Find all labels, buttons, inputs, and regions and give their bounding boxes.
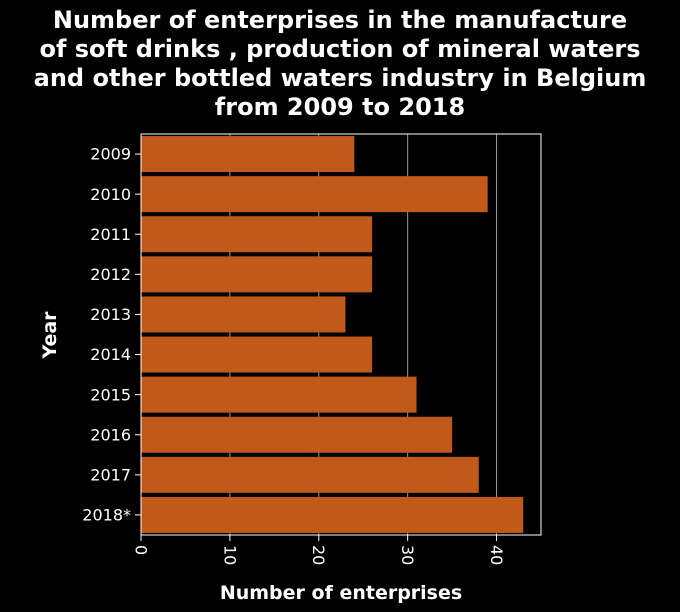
x-tick-label-20: 20 <box>309 545 328 565</box>
plot-frame <box>140 133 542 536</box>
x-tick-label-10: 10 <box>220 545 239 565</box>
y-tick-label-2011: 2011 <box>90 225 131 244</box>
bar-2011 <box>141 216 373 253</box>
x-axis: 0 10 20 30 40 <box>131 535 506 565</box>
bars <box>141 136 524 533</box>
x-tick-label-0: 0 <box>131 545 150 555</box>
y-tick-label-2013: 2013 <box>90 305 131 324</box>
chart-title: Number of enterprises in the manufacture… <box>0 6 680 122</box>
y-axis-label: Year <box>39 311 61 360</box>
bar-2016 <box>141 416 453 453</box>
bar-2010 <box>141 176 488 213</box>
bar-2009 <box>141 136 355 173</box>
chart-title-line-1: Number of enterprises in the manufacture <box>52 6 628 34</box>
x-tick-label-30: 30 <box>398 545 417 565</box>
bar-2012 <box>141 256 373 293</box>
y-tick-label-2016: 2016 <box>90 425 131 444</box>
chart-title-line-2: of soft drinks , production of mineral w… <box>39 35 641 63</box>
y-tick-label-2012: 2012 <box>90 265 131 284</box>
chart-title-line-4: from 2009 to 2018 <box>214 93 466 121</box>
y-tick-label-2014: 2014 <box>90 345 131 364</box>
bar-2014 <box>141 336 373 373</box>
y-tick-label-2015: 2015 <box>90 385 131 404</box>
chart-title-line-3: and other bottled waters industry in Bel… <box>33 64 647 92</box>
bar-2015 <box>141 376 417 413</box>
bar-2017 <box>141 456 479 493</box>
y-axis: 2009 2010 2011 2012 2013 2014 2015 2016 2017 2018… <box>82 145 141 525</box>
y-tick-label-2009: 2009 <box>90 145 131 164</box>
x-tick-label-40: 40 <box>487 545 506 565</box>
bar-2013 <box>141 296 346 333</box>
bar-2018* <box>141 496 524 533</box>
y-tick-label-2010: 2010 <box>90 185 131 204</box>
y-tick-label-2017: 2017 <box>90 465 131 484</box>
x-axis-label: Number of enterprises <box>220 582 462 604</box>
y-tick-label-2018*: 2018* <box>82 506 131 525</box>
